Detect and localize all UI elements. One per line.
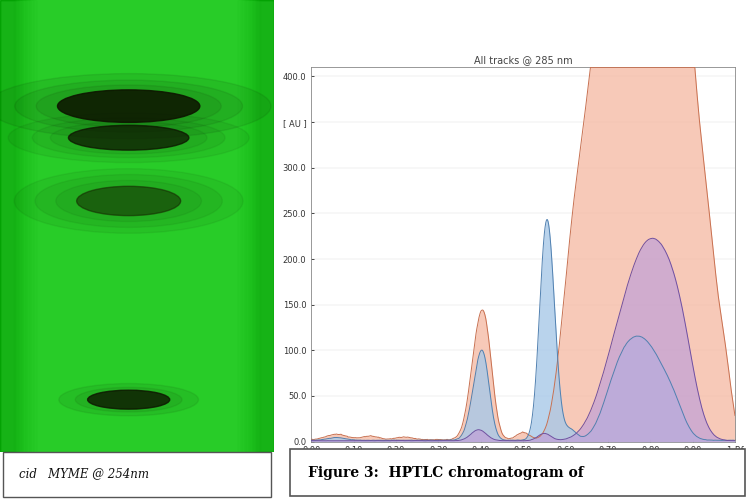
Bar — [0, 0, 15, 452]
Ellipse shape — [56, 181, 202, 222]
Bar — [0, 0, 20, 452]
Bar — [0, 0, 30, 452]
Title: All tracks @ 285 nm: All tracks @ 285 nm — [474, 55, 572, 65]
Ellipse shape — [8, 113, 249, 163]
Bar — [0, 0, 26, 452]
Ellipse shape — [14, 169, 243, 233]
Bar — [239, 0, 274, 452]
Ellipse shape — [50, 122, 207, 154]
Bar — [0, 0, 32, 452]
FancyBboxPatch shape — [290, 449, 746, 497]
Bar — [0, 0, 16, 452]
Bar — [252, 0, 274, 452]
Ellipse shape — [88, 390, 170, 409]
Bar — [0, 0, 25, 452]
Bar — [248, 0, 274, 452]
Bar — [0, 0, 38, 452]
Bar — [251, 0, 274, 452]
Ellipse shape — [68, 125, 189, 150]
Bar — [241, 0, 274, 452]
Bar — [244, 0, 274, 452]
Bar — [246, 0, 274, 452]
Bar — [0, 0, 40, 452]
Text: Figure 3:  HPTLC chromatogram of: Figure 3: HPTLC chromatogram of — [308, 466, 584, 480]
Bar — [0, 0, 20, 452]
Bar — [249, 0, 274, 452]
Bar — [242, 0, 274, 452]
Ellipse shape — [36, 85, 221, 127]
Ellipse shape — [58, 384, 199, 416]
Bar — [0, 0, 22, 452]
Bar — [0, 0, 27, 452]
Bar — [238, 0, 274, 452]
Bar — [257, 0, 274, 452]
Ellipse shape — [15, 80, 242, 132]
Bar — [254, 0, 274, 452]
Bar — [0, 0, 28, 452]
Bar — [0, 0, 13, 452]
Bar — [256, 0, 274, 452]
Bar — [0, 0, 18, 452]
Ellipse shape — [0, 74, 271, 139]
Bar — [260, 0, 274, 452]
Ellipse shape — [35, 175, 222, 228]
Ellipse shape — [75, 387, 182, 412]
Bar — [0, 0, 34, 452]
Bar — [254, 0, 274, 452]
Bar — [236, 0, 274, 452]
Text: cid   MYME @ 254nm: cid MYME @ 254nm — [20, 468, 149, 481]
Bar — [0, 0, 35, 452]
Bar — [234, 0, 274, 452]
Ellipse shape — [32, 118, 225, 158]
Bar — [0, 0, 37, 452]
Ellipse shape — [58, 90, 200, 122]
FancyBboxPatch shape — [3, 452, 271, 497]
Ellipse shape — [76, 186, 181, 216]
Bar — [237, 0, 274, 452]
Bar — [259, 0, 274, 452]
Bar — [0, 0, 33, 452]
Bar — [245, 0, 274, 452]
Bar — [0, 0, 23, 452]
